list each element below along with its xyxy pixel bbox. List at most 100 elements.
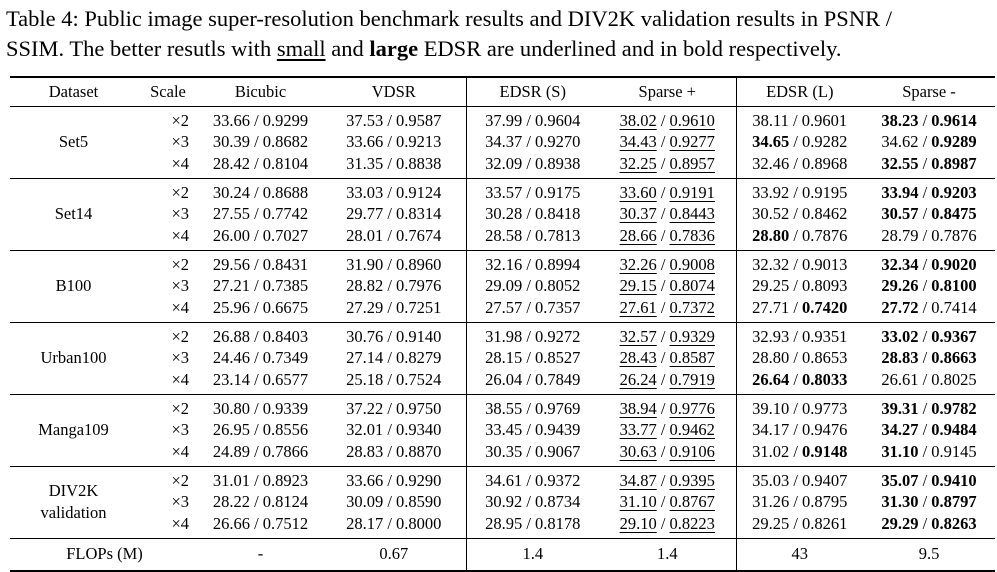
vdsr-cell: 33.66 / 0.9290 — [322, 466, 467, 491]
bicubic-cell: 30.39 / 0.8682 — [212, 132, 309, 151]
scale-cell: ×2 — [171, 182, 189, 202]
scale-cell: ×3 — [171, 132, 189, 151]
table-row: ×3 26.95 / 0.8556 32.01 / 0.9340 33.45 / 0.… — [10, 418, 995, 442]
psnr-value: 34.87 — [619, 470, 657, 490]
ssim-value: 0.8223 — [669, 513, 715, 533]
edsr-s-cell: 34.37 / 0.9270 — [485, 132, 581, 151]
caption-line-2: SSIM. The better resutls with small and … — [6, 34, 996, 64]
edsr-l-cell: 32.32 / 0.9013 — [736, 250, 863, 275]
separator: / — [918, 204, 932, 223]
ssim-value: 0.8025 — [931, 369, 977, 389]
ssim-value: 0.9013 — [802, 254, 848, 274]
bicubic-cell: 29.56 / 0.8431 — [212, 254, 309, 274]
psnr-value: 29.26 — [881, 276, 919, 295]
scale-cell: ×4 — [171, 441, 189, 461]
psnr-value: 33.77 — [619, 420, 657, 439]
table-row: ×3 28.22 / 0.8124 30.09 / 0.8590 30.92 / 0.… — [10, 490, 995, 514]
edsr-s-cell: 28.15 / 0.8527 — [485, 348, 581, 367]
ssim-value: 0.9289 — [931, 132, 977, 151]
separator: / — [918, 132, 932, 151]
bicubic-cell: 24.89 / 0.7866 — [212, 441, 309, 461]
separator: / — [918, 369, 932, 389]
scale-cell: ×2 — [171, 110, 189, 130]
scale-cell: ×3 — [171, 492, 189, 511]
ssim-value: 0.8263 — [931, 513, 977, 533]
sparse-plus-cell: 28.66 / 0.7836 — [599, 225, 737, 250]
psnr-value: 27.72 — [881, 297, 919, 317]
psnr-value: 32.25 — [619, 153, 657, 173]
edsr-l-cell: 32.46 / 0.8968 — [736, 154, 863, 179]
ssim-value: 0.9145 — [931, 441, 977, 461]
ssim-value: 0.9476 — [802, 420, 848, 439]
edsr-s-cell: 29.09 / 0.8052 — [485, 276, 581, 295]
separator: / — [788, 110, 802, 130]
edsr-s-cell: 30.92 / 0.8734 — [485, 492, 581, 511]
flops-sparse-m-cell: 9.5 — [918, 544, 940, 564]
edsr-s-cell: 33.45 / 0.9439 — [485, 420, 581, 439]
ssim-value: 0.8587 — [669, 348, 715, 367]
psnr-value: 32.93 — [752, 326, 790, 346]
scale-cell: ×4 — [171, 153, 189, 173]
scale-cell: ×4 — [171, 369, 189, 389]
dataset-name-line: DIV2K — [48, 481, 99, 500]
table-row: DIV2K validation ×2 31.01 / 0.8923 33.66 / 0… — [10, 466, 995, 522]
vdsr-cell: 30.76 / 0.9140 — [322, 322, 467, 347]
separator: / — [789, 492, 803, 511]
flops-edsr-s-cell: 1.4 — [522, 544, 544, 564]
table-row: ×4 25.96 / 0.6675 27.29 / 0.7251 27.57 / 0.… — [10, 297, 995, 322]
dataset-name: Manga109 — [38, 420, 109, 439]
psnr-value: 29.25 — [752, 276, 790, 295]
psnr-value: 38.23 — [881, 110, 919, 130]
separator: / — [789, 132, 803, 151]
separator: / — [918, 182, 932, 202]
dataset-group: DIV2K validation ×2 31.01 / 0.8923 33.66 / 0… — [10, 466, 995, 538]
sparse-plus-cell: 31.10 / 0.8767 — [599, 490, 737, 514]
ssim-value: 0.9773 — [802, 398, 848, 418]
table-row: ×4 26.00 / 0.7027 28.01 / 0.7674 28.58 / 0.… — [10, 225, 995, 251]
ssim-value: 0.8987 — [931, 153, 977, 173]
ssim-value: 0.9195 — [802, 182, 848, 202]
psnr-value: 30.52 — [752, 204, 790, 223]
sparse-minus-cell: 28.79 / 0.7876 — [863, 226, 995, 251]
ssim-value: 0.8795 — [802, 492, 848, 511]
sparse-minus-cell: 31.10 / 0.9145 — [863, 442, 995, 467]
separator: / — [656, 254, 670, 274]
scale-cell: ×3 — [171, 204, 189, 223]
sparse-minus-cell: 35.07 / 0.9410 — [863, 466, 995, 491]
psnr-value: 31.10 — [881, 441, 919, 461]
psnr-value: 28.66 — [619, 225, 657, 245]
separator: / — [656, 441, 670, 461]
ssim-value: 0.8033 — [802, 369, 848, 389]
ssim-value: 0.9008 — [669, 254, 715, 274]
edsr-l-cell: 33.92 / 0.9195 — [736, 178, 863, 203]
table-row: ×3 24.46 / 0.7349 27.14 / 0.8279 28.15 / 0.… — [10, 346, 995, 370]
caption-line-1: Table 4: Public image super-resolution b… — [6, 6, 892, 31]
psnr-value: 38.94 — [619, 398, 657, 418]
ssim-value: 0.8767 — [669, 492, 715, 511]
edsr-s-cell: 37.99 / 0.9604 — [485, 110, 581, 130]
table-row: Set14 ×2 30.24 / 0.8688 33.03 / 0.9124 33.57… — [10, 178, 995, 223]
scale-cell: ×2 — [171, 254, 189, 274]
sparse-plus-cell: 33.60 / 0.9191 — [599, 178, 737, 203]
ssim-value: 0.9367 — [931, 326, 977, 346]
sparse-minus-cell: 29.29 / 0.8263 — [863, 514, 995, 539]
table-row: Manga109 ×2 30.80 / 0.9339 37.22 / 0.9750 38… — [10, 394, 995, 439]
scale-cell: ×2 — [171, 326, 189, 346]
dataset-group: Set5 ×2 33.66 / 0.9299 37.53 / 0.9587 37.99 … — [10, 106, 995, 178]
psnr-value: 27.71 — [752, 297, 790, 317]
header-vdsr: VDSR — [322, 77, 467, 106]
sparse-minus-cell: 34.27 / 0.9484 — [863, 419, 995, 442]
bicubic-cell: 24.46 / 0.7349 — [212, 348, 309, 367]
edsr-s-cell: 30.28 / 0.8418 — [485, 204, 581, 223]
ssim-value: 0.7414 — [931, 297, 977, 317]
psnr-value: 26.24 — [619, 369, 657, 389]
vdsr-cell: 27.14 / 0.8279 — [322, 346, 467, 370]
ssim-value: 0.9601 — [801, 110, 848, 130]
ssim-value: 0.9614 — [931, 110, 977, 130]
psnr-value: 26.61 — [881, 369, 919, 389]
ssim-value: 0.7836 — [669, 225, 715, 245]
header-sparse-minus: Sparse - — [902, 81, 956, 101]
separator: / — [789, 153, 803, 173]
table-row: B100 ×2 29.56 / 0.8431 31.90 / 0.8960 32.16 … — [10, 250, 995, 295]
psnr-value: 34.27 — [881, 420, 919, 439]
